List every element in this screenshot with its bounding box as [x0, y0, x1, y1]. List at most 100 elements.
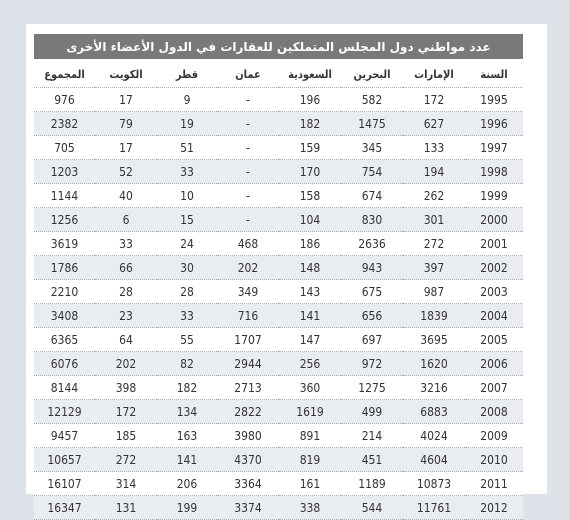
- cell-oman: -: [217, 207, 279, 232]
- cell-bahrain: 451: [341, 447, 403, 472]
- cell-year: 2007: [465, 375, 523, 400]
- cell-oman: -: [217, 111, 279, 136]
- table-row: 1998 194 754 170-33 52 1203: [34, 159, 523, 184]
- cell-bahrain: 943: [341, 255, 403, 280]
- cell-saudi: 170: [279, 159, 341, 184]
- cell-bahrain: 1189: [341, 471, 403, 496]
- cell-kuwait: 40: [95, 183, 157, 208]
- cell-kuwait: 23: [95, 303, 157, 328]
- table-row: 2004 1839 656 141 716 33 23 3408: [34, 303, 523, 328]
- cell-qatar: 134: [157, 399, 217, 424]
- cell-saudi: 143: [279, 279, 341, 304]
- cell-qatar: 10: [157, 183, 217, 208]
- table-row: 1997 133 345 159-51 17 705: [34, 135, 523, 160]
- cell-uae: 6883: [403, 399, 465, 424]
- cell-oman: 3364: [217, 471, 279, 496]
- cell-qatar: 19: [157, 111, 217, 136]
- cell-qatar: 30: [157, 255, 217, 280]
- cell-oman: 349: [217, 279, 279, 304]
- cell-qatar: 141: [157, 447, 217, 472]
- cell-saudi: 338: [279, 495, 341, 520]
- header-kuwait: الكويت: [109, 67, 143, 81]
- cell-kuwait: 131: [95, 495, 157, 520]
- cell-uae: 3216: [403, 375, 465, 400]
- cell-uae: 272: [403, 231, 465, 256]
- header-year: السنة: [480, 67, 508, 81]
- cell-saudi: 182: [279, 111, 341, 136]
- cell-uae: 194: [403, 159, 465, 184]
- cell-kuwait: 272: [95, 447, 157, 472]
- cell-total: 6365: [34, 327, 95, 352]
- header-oman: عمان: [235, 67, 261, 81]
- cell-oman: 3374: [217, 495, 279, 520]
- cell-bahrain: 674: [341, 183, 403, 208]
- page-frame: عدد مواطني دول المجلس المتملكين للعقارات…: [8, 6, 561, 520]
- cell-total: 12129: [34, 399, 95, 424]
- cell-total: 6076: [34, 351, 95, 376]
- cell-total: 10657: [34, 447, 95, 472]
- cell-oman: 2713: [217, 375, 279, 400]
- cell-qatar: 9: [157, 87, 217, 112]
- cell-total: 16107: [34, 471, 95, 496]
- table-body: 1995 172 582 196-9 17 976 1996 627 1475 182-19 79 2…: [34, 87, 523, 520]
- cell-qatar: 199: [157, 495, 217, 520]
- cell-uae: 397: [403, 255, 465, 280]
- cell-year: 2000: [465, 207, 523, 232]
- cell-uae: 1620: [403, 351, 465, 376]
- table-row: 2002 397 943 148 202 30 66 1786: [34, 255, 523, 280]
- cell-uae: 172: [403, 87, 465, 112]
- cell-kuwait: 79: [95, 111, 157, 136]
- table-row: 2008 6883 499 1619 2822 134 172 12129: [34, 399, 523, 424]
- cell-saudi: 186: [279, 231, 341, 256]
- header-uae: الإمارات: [414, 67, 454, 81]
- cell-kuwait: 185: [95, 423, 157, 448]
- table-row: 2009 4024 214 891 3980 163 185 9457: [34, 423, 523, 448]
- cell-qatar: 28: [157, 279, 217, 304]
- cell-bahrain: 544: [341, 495, 403, 520]
- cell-bahrain: 2636: [341, 231, 403, 256]
- table-row: 2006 1620 972 256 2944 82 202 6076: [34, 351, 523, 376]
- cell-bahrain: 972: [341, 351, 403, 376]
- cell-kuwait: 66: [95, 255, 157, 280]
- cell-bahrain: 499: [341, 399, 403, 424]
- table-row: 2007 3216 1275 360 2713 182 398 8144: [34, 375, 523, 400]
- cell-total: 9457: [34, 423, 95, 448]
- cell-bahrain: 345: [341, 135, 403, 160]
- cell-total: 1256: [34, 207, 95, 232]
- cell-qatar: 24: [157, 231, 217, 256]
- cell-year: 1998: [465, 159, 523, 184]
- cell-bahrain: 1475: [341, 111, 403, 136]
- cell-year: 1997: [465, 135, 523, 160]
- table-row: 2011 10873 1189 161 3364 206 314 16107: [34, 471, 523, 496]
- cell-saudi: 819: [279, 447, 341, 472]
- cell-total: 1786: [34, 255, 95, 280]
- cell-oman: 1707: [217, 327, 279, 352]
- cell-year: 1999: [465, 183, 523, 208]
- cell-kuwait: 6: [95, 207, 157, 232]
- cell-oman: 468: [217, 231, 279, 256]
- cell-uae: 4024: [403, 423, 465, 448]
- cell-total: 2210: [34, 279, 95, 304]
- cell-saudi: 196: [279, 87, 341, 112]
- cell-bahrain: 214: [341, 423, 403, 448]
- header-bahrain: البحرين: [353, 67, 391, 81]
- cell-uae: 1839: [403, 303, 465, 328]
- cell-oman: -: [217, 183, 279, 208]
- cell-saudi: 104: [279, 207, 341, 232]
- table-row: 1999 262 674 158-10 40 1144: [34, 183, 523, 208]
- cell-saudi: 891: [279, 423, 341, 448]
- table-row: 2005 3695 697 147 1707 55 64 6365: [34, 327, 523, 352]
- cell-total: 2382: [34, 111, 95, 136]
- cell-bahrain: 656: [341, 303, 403, 328]
- cell-total: 976: [34, 87, 95, 112]
- cell-year: 2002: [465, 255, 523, 280]
- table-row: 2000 301 830 104-15 6 1256: [34, 207, 523, 232]
- cell-year: 2005: [465, 327, 523, 352]
- cell-bahrain: 697: [341, 327, 403, 352]
- cell-total: 8144: [34, 375, 95, 400]
- cell-uae: 4604: [403, 447, 465, 472]
- cell-kuwait: 398: [95, 375, 157, 400]
- table-row: 2010 4604 451 819 4370 141 272 10657: [34, 447, 523, 472]
- cell-year: 2001: [465, 231, 523, 256]
- table-row: 2012 11761 544 338 3374 199 131 16347: [34, 495, 523, 520]
